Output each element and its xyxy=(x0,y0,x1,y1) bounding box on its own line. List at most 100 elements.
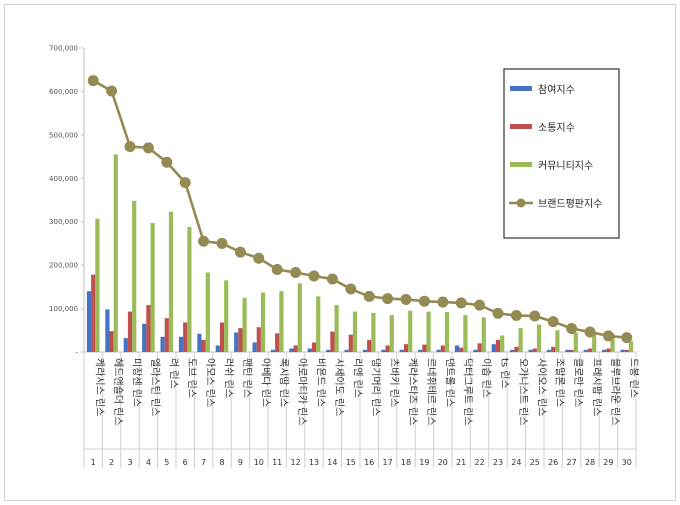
line-point xyxy=(345,283,357,295)
x-category-label: 미장센 린스 xyxy=(131,358,143,407)
x-category-label: 드봉 린스 xyxy=(627,358,639,398)
bar-커뮤니티지수 xyxy=(610,333,615,352)
x-category-label: 르네휘테르 린스 xyxy=(425,358,437,426)
bar-커뮤니티지수 xyxy=(389,315,394,352)
line-point xyxy=(584,326,596,338)
bar-커뮤니티지수 xyxy=(628,341,634,352)
bar-소통지수 xyxy=(330,331,335,352)
bar-커뮤니티지수 xyxy=(408,310,413,352)
bar-참여지수 xyxy=(289,348,294,352)
bar-소통지수 xyxy=(606,348,611,352)
line-point xyxy=(234,246,246,258)
line-point xyxy=(290,267,302,279)
bar-소통지수 xyxy=(403,344,409,352)
bar-커뮤니티지수 xyxy=(132,200,137,352)
bar-참여지수 xyxy=(602,349,607,352)
legend-label: 참여지수 xyxy=(538,84,575,96)
x-index-label: 26 xyxy=(548,458,558,467)
bar-참여지수 xyxy=(418,349,423,352)
x-index-label: 19 xyxy=(419,458,429,467)
bar-커뮤니티지수 xyxy=(500,335,505,352)
x-index-label: 11 xyxy=(272,458,282,467)
bar-소통지수 xyxy=(164,318,169,352)
x-index-label: 8 xyxy=(219,458,224,467)
x-category-label: 사이오스 린스 xyxy=(535,358,547,416)
line-point xyxy=(529,310,541,322)
x-category-label: 닥터그루트 린스 xyxy=(462,358,474,426)
bar-참여지수 xyxy=(123,338,128,352)
x-index-label: 22 xyxy=(475,458,485,467)
x-category-label: ts 린스 xyxy=(499,358,511,389)
x-category-label: 케라스타즈 린스 xyxy=(407,358,419,426)
bar-커뮤니티지수 xyxy=(150,223,155,352)
bar-참여지수 xyxy=(436,349,441,352)
y-tick-label: 200,000 xyxy=(49,262,78,270)
bar-소통지수 xyxy=(219,322,225,352)
line-point xyxy=(363,290,375,302)
x-category-label: 아로마티카 린스 xyxy=(296,358,308,426)
bar-소통지수 xyxy=(348,334,353,352)
x-category-label: 츠바키 린스 xyxy=(388,358,400,407)
line-point xyxy=(161,156,173,168)
x-category-label: 조말론 린스 xyxy=(554,358,566,407)
bar-커뮤니티지수 xyxy=(279,291,284,352)
bar-소통지수 xyxy=(551,346,556,352)
x-category-label: 엘라스틴 린스 xyxy=(149,358,162,416)
line-point xyxy=(198,235,210,247)
bar-소통지수 xyxy=(367,339,372,352)
bar-참여지수 xyxy=(565,349,570,352)
bar-참여지수 xyxy=(491,344,496,352)
bar-커뮤니티지수 xyxy=(518,328,523,352)
bar-참여지수 xyxy=(234,332,239,352)
bar-참여지수 xyxy=(160,336,165,352)
bar-소통지수 xyxy=(532,348,537,352)
line-point xyxy=(271,263,283,275)
bar-소통지수 xyxy=(495,339,501,352)
bar-커뮤니티지수 xyxy=(444,312,450,352)
line-point xyxy=(437,296,449,308)
bar-소통지수 xyxy=(624,349,629,352)
x-category-label: 블루브라운 린스 xyxy=(609,358,621,426)
bar-소통지수 xyxy=(201,339,206,352)
x-category-label: 아모스 린스 xyxy=(204,358,216,407)
bar-참여지수 xyxy=(546,349,552,352)
legend-marker xyxy=(516,198,526,208)
bar-커뮤니티지수 xyxy=(224,280,229,352)
x-category-label: 도브 린스 xyxy=(186,358,198,398)
bar-커뮤니티지수 xyxy=(260,292,266,352)
bar-참여지수 xyxy=(105,309,110,352)
line-point xyxy=(326,273,338,285)
bar-참여지수 xyxy=(142,323,147,352)
bar-소통지수 xyxy=(440,345,445,352)
x-index-label: 3 xyxy=(127,458,132,467)
y-tick-label: 100,000 xyxy=(49,305,78,313)
bar-커뮤니티지수 xyxy=(481,317,486,352)
line-point xyxy=(253,252,265,264)
line-point xyxy=(382,293,394,305)
bar-소통지수 xyxy=(238,328,243,352)
x-category-label: 프레시팝 린스 xyxy=(591,358,603,416)
y-tick-label: 700,000 xyxy=(49,45,78,53)
bar-커뮤니티지수 xyxy=(297,283,302,352)
line-point xyxy=(621,332,633,344)
bar-참여지수 xyxy=(583,349,588,352)
line-point xyxy=(474,299,486,311)
x-category-label: 러쉬 린스 xyxy=(223,358,235,398)
legend-label: 커뮤니티지수 xyxy=(538,160,593,172)
bar-커뮤니티지수 xyxy=(334,305,339,352)
x-index-label: 2 xyxy=(109,458,114,467)
bar-커뮤니티지수 xyxy=(205,272,210,352)
line-point xyxy=(106,85,118,97)
bar-소통지수 xyxy=(293,345,298,352)
x-category-label: 비욘드 린스 xyxy=(315,358,327,407)
x-axis: 케라시스 린스 1 헤드앤숄더 린스 2 미장센 린스 3 엘라스틴 린스 4 려 린스 5 도브 … xyxy=(83,351,639,468)
x-category-label: 록시땅 린스 xyxy=(278,358,290,407)
bar-참여지수 xyxy=(178,336,184,352)
bar-커뮤니티지수 xyxy=(555,330,560,352)
line-point xyxy=(418,295,430,307)
bar-커뮤니티지수 xyxy=(426,311,431,352)
bar-소통지수 xyxy=(109,331,114,352)
line-point xyxy=(179,177,191,189)
bar-소통지수 xyxy=(587,348,593,352)
